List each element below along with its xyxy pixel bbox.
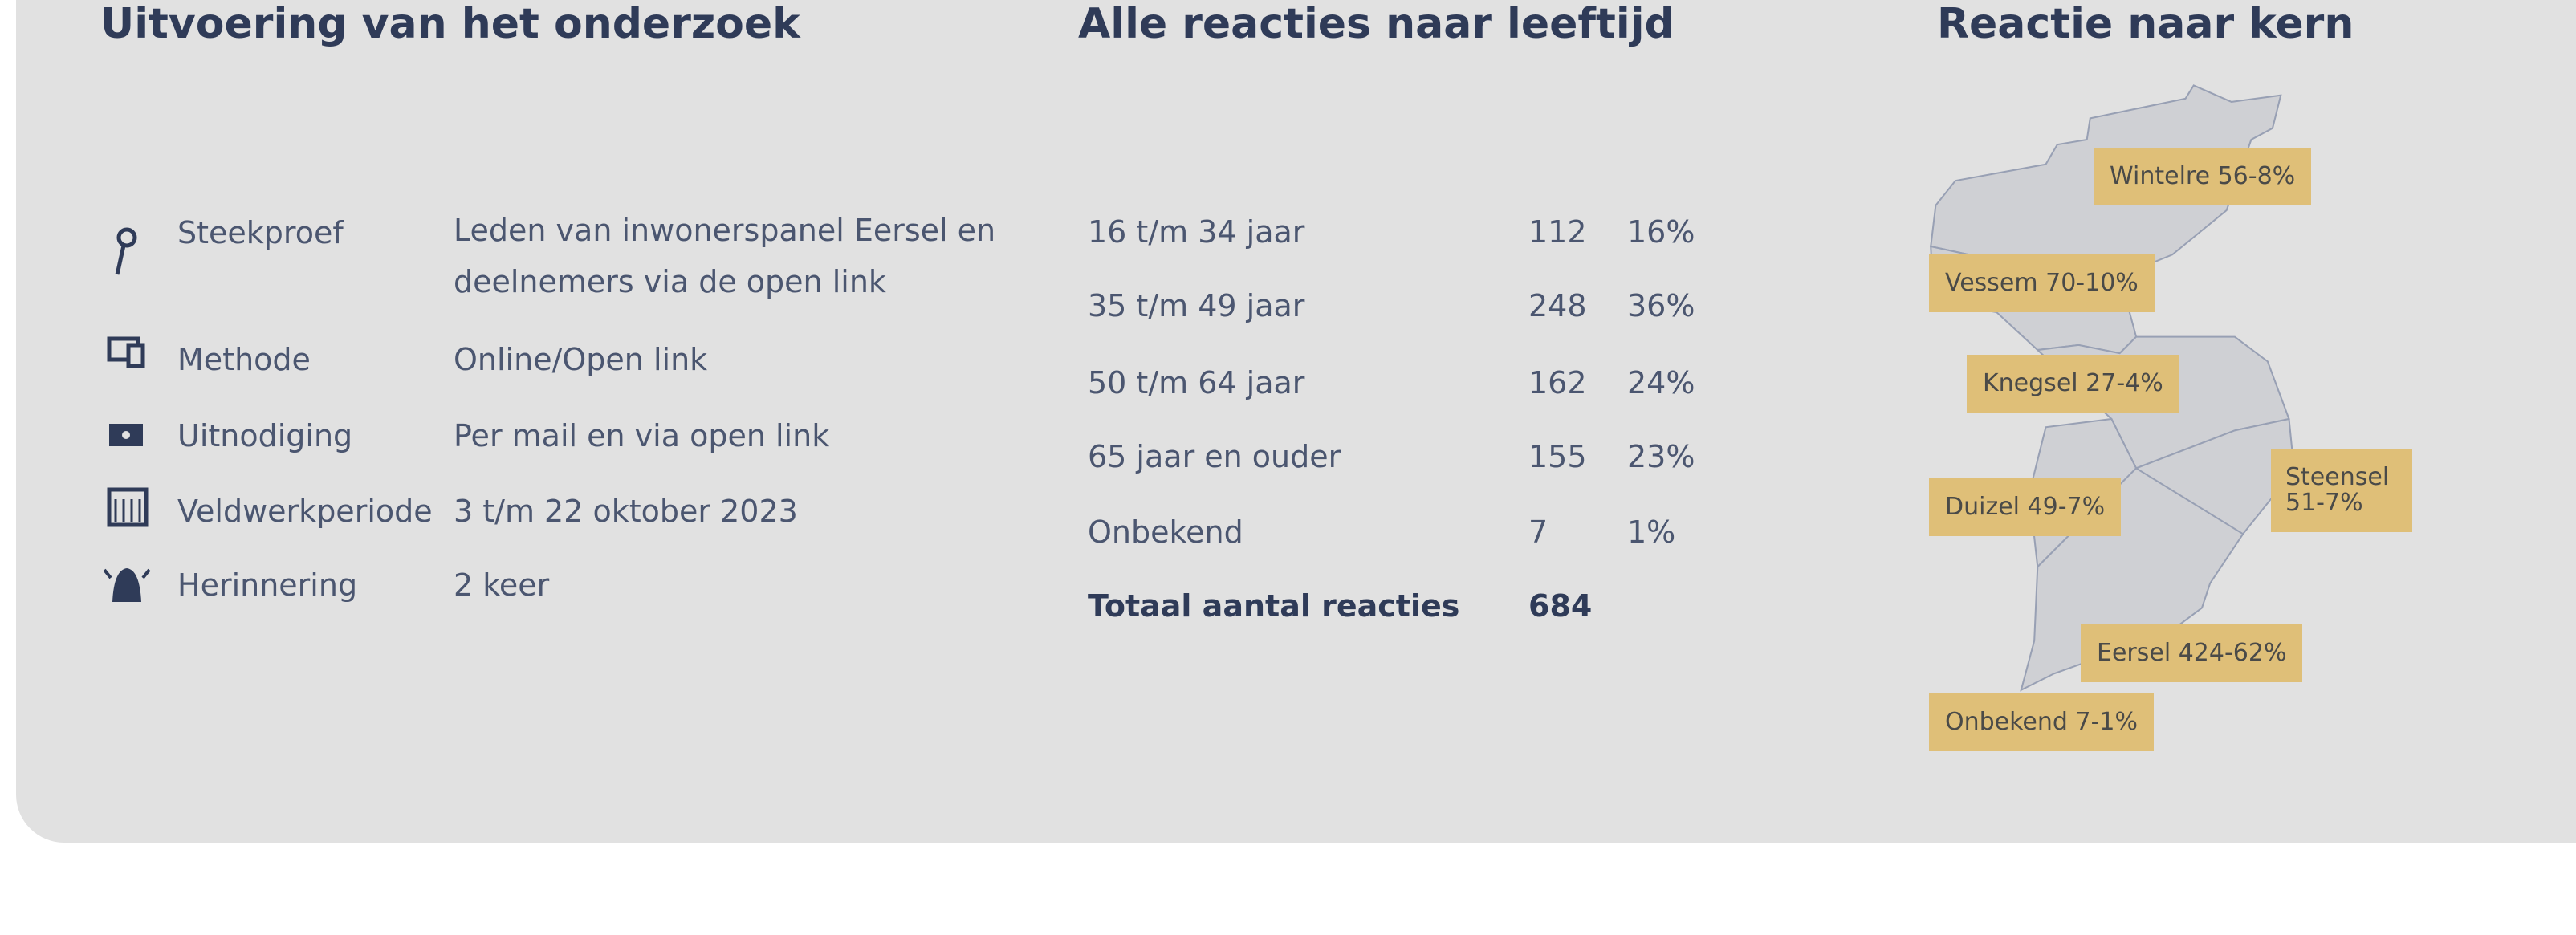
map-label: Duizel 49-7%	[1929, 478, 2122, 536]
table-cell: 162	[1528, 365, 1587, 400]
table-cell: 112	[1528, 214, 1587, 250]
row-label: Herinnering	[177, 567, 358, 603]
map-label: Steensel 51-7%	[2271, 449, 2412, 532]
row-label: Steekproef	[177, 215, 344, 250]
map-label: Eersel 424-62%	[2081, 624, 2303, 682]
total-value: 684	[1528, 588, 1593, 624]
table-cell: 50 t/m 64 jaar	[1088, 365, 1305, 400]
table-cell: 65 jaar en ouder	[1088, 439, 1341, 474]
table-cell: Onbekend	[1088, 514, 1243, 550]
table-cell: 16 t/m 34 jaar	[1088, 214, 1305, 250]
map-label: Onbekend 7-1%	[1929, 693, 2154, 751]
row-value: Online/Open link	[454, 342, 708, 377]
table-cell: 36%	[1627, 288, 1695, 323]
table-cell: 24%	[1627, 365, 1695, 400]
row-value: 2 keer	[454, 567, 550, 603]
table-cell: 23%	[1627, 439, 1695, 474]
row-label: Veldwerkperiode	[177, 494, 433, 529]
row-label: Uitnodiging	[177, 418, 353, 453]
section-title: Uitvoering van het onderzoek	[100, 0, 800, 48]
row-value: Leden van inwonerspanel Eersel en deelne…	[454, 213, 996, 299]
section-title: Alle reacties naar leeftijd	[1078, 0, 1675, 48]
map-label: Wintelre 56-8%	[2094, 148, 2312, 205]
table-cell: 1%	[1627, 514, 1676, 550]
section-title: Reactie naar kern	[1937, 0, 2354, 48]
table-cell: 7	[1528, 514, 1548, 550]
map	[1930, 84, 2293, 692]
table-cell: 155	[1528, 439, 1587, 474]
row-value: 3 t/m 22 oktober 2023	[454, 494, 798, 529]
icons	[103, 227, 151, 602]
total-label: Totaal aantal reacties	[1088, 588, 1460, 624]
map-label: Vessem 70-10%	[1929, 254, 2155, 312]
row-label: Methode	[177, 342, 311, 377]
table-cell: 248	[1528, 288, 1587, 323]
map-label: Knegsel 27-4%	[1967, 355, 2179, 413]
table-cell: 16%	[1627, 214, 1695, 250]
row-value: Per mail en via open link	[454, 418, 830, 453]
table-cell: 35 t/m 49 jaar	[1088, 288, 1305, 323]
